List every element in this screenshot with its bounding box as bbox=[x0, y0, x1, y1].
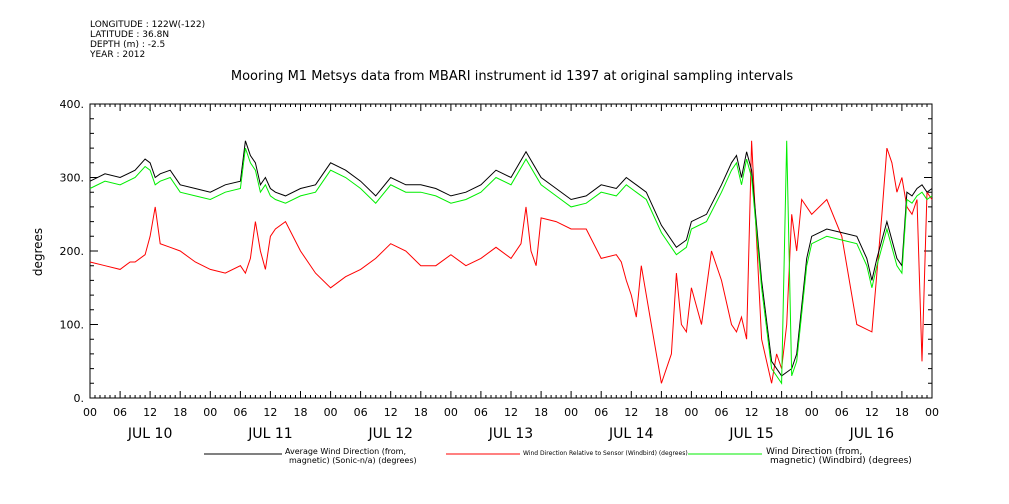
x-tick-label: 00 bbox=[805, 406, 819, 419]
x-tick-label: 18 bbox=[534, 406, 548, 419]
x-tick-label: 12 bbox=[745, 406, 759, 419]
day-labels: JUL 10 JUL 11 JUL 12 JUL 13 JUL 14 JUL 15 JUL … bbox=[127, 426, 894, 442]
day-label: JUL 11 bbox=[247, 426, 292, 442]
legend-label: Wind Direction (from, bbox=[766, 447, 862, 457]
plot-frame bbox=[89, 103, 933, 399]
chart-title: Mooring M1 Metsys data from MBARI instru… bbox=[231, 69, 793, 84]
legend-label: magnetic) (Sonic-n/a) (degrees) bbox=[289, 456, 417, 465]
y-axis-label: degrees bbox=[31, 228, 45, 276]
x-tick-label: 12 bbox=[504, 406, 518, 419]
x-tick-label: 18 bbox=[173, 406, 187, 419]
latitude-label: LATITUDE : 36.8N bbox=[90, 30, 170, 40]
series-line-2 bbox=[89, 140, 933, 385]
series-line-1 bbox=[89, 140, 933, 384]
x-tick-label: 00 bbox=[444, 406, 458, 419]
x-tick-label: 00 bbox=[564, 406, 578, 419]
y-tick-labels: 0. 100. 200. 300. 400. bbox=[60, 98, 85, 405]
x-tick-label: 00 bbox=[83, 406, 97, 419]
y-tick-label: 300. bbox=[60, 172, 85, 185]
day-label: JUL 14 bbox=[608, 426, 654, 442]
x-tick-labels: 00 06 12 18 00 06 12 18 00 06 12 18 00 06 12 18 00 06 12 18… bbox=[83, 406, 939, 419]
day-label: JUL 10 bbox=[127, 426, 172, 442]
x-tick-label: 06 bbox=[233, 406, 247, 419]
legend-label: Wind Direction Relative to Sensor (Windb… bbox=[523, 450, 688, 457]
legend-label: magnetic) (Windbird) (degrees) bbox=[770, 456, 912, 466]
y-tick-label: 100. bbox=[60, 319, 85, 332]
x-tick-label: 06 bbox=[594, 406, 608, 419]
longitude-label: LONGITUDE : 122W(-122) bbox=[90, 20, 206, 30]
x-tick-label: 00 bbox=[203, 406, 217, 419]
x-tick-label: 18 bbox=[775, 406, 789, 419]
x-tick-label: 12 bbox=[865, 406, 879, 419]
y-tick-label: 200. bbox=[60, 245, 85, 258]
y-tick-label: 400. bbox=[60, 98, 85, 111]
x-tick-label: 06 bbox=[715, 406, 729, 419]
legend-label: Average Wind Direction (from, bbox=[285, 447, 406, 456]
day-label: JUL 12 bbox=[367, 426, 412, 442]
day-label: JUL 13 bbox=[488, 426, 533, 442]
depth-label: DEPTH (m) : -2.5 bbox=[90, 40, 166, 50]
x-tick-label: 06 bbox=[354, 406, 368, 419]
legend: Average Wind Direction (from,magnetic) (… bbox=[204, 447, 912, 466]
series-lines bbox=[89, 140, 933, 385]
x-tick-label: 18 bbox=[895, 406, 909, 419]
day-label: JUL 15 bbox=[728, 426, 773, 442]
x-tick-label: 18 bbox=[414, 406, 428, 419]
x-tick-label: 18 bbox=[294, 406, 308, 419]
year-label: YEAR : 2012 bbox=[90, 50, 146, 60]
x-tick-label: 06 bbox=[835, 406, 849, 419]
x-tick-label: 12 bbox=[263, 406, 277, 419]
tick-marks bbox=[89, 103, 933, 399]
y-tick-label: 0. bbox=[74, 392, 85, 405]
x-tick-label: 06 bbox=[474, 406, 488, 419]
x-tick-label: 12 bbox=[624, 406, 638, 419]
x-tick-label: 12 bbox=[384, 406, 398, 419]
x-tick-label: 18 bbox=[654, 406, 668, 419]
x-tick-label: 12 bbox=[143, 406, 157, 419]
x-tick-label: 00 bbox=[324, 406, 338, 419]
x-tick-label: 00 bbox=[925, 406, 939, 419]
x-tick-label: 00 bbox=[684, 406, 698, 419]
x-tick-label: 06 bbox=[113, 406, 127, 419]
metadata-block: LONGITUDE : 122W(-122) LATITUDE : 36.8N … bbox=[90, 20, 205, 60]
day-label: JUL 16 bbox=[849, 426, 895, 442]
axis-ticks bbox=[89, 103, 933, 399]
series-line-0 bbox=[89, 140, 933, 377]
